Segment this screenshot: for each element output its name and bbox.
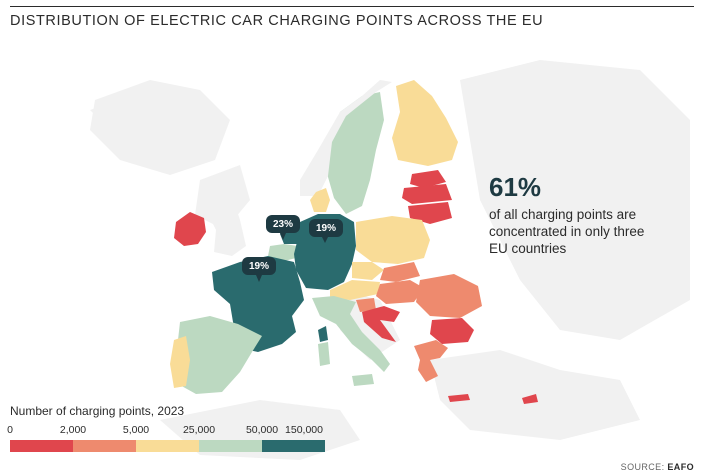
badge-germany: 19% bbox=[309, 219, 343, 243]
country-poland bbox=[356, 216, 430, 264]
legend-tick: 50,000 bbox=[245, 424, 279, 436]
country-cyprus bbox=[522, 394, 538, 404]
legend-tick: 150,000 bbox=[285, 424, 323, 436]
badge-netherlands: 23% bbox=[266, 215, 300, 240]
country-bulgaria bbox=[430, 318, 474, 344]
country-norway bbox=[300, 80, 392, 196]
badge-germany-label: 19% bbox=[316, 223, 336, 234]
chart-title: DISTRIBUTION OF ELECTRIC CAR CHARGING PO… bbox=[10, 13, 544, 29]
country-finland bbox=[392, 80, 458, 166]
top-rule bbox=[10, 6, 694, 7]
source-label: SOURCE: bbox=[620, 462, 665, 472]
country-spain bbox=[178, 316, 262, 394]
country-corsica bbox=[318, 326, 328, 342]
badge-france-label: 19% bbox=[249, 261, 269, 272]
country-hungary bbox=[376, 280, 424, 304]
legend-tick: 5,000 bbox=[122, 424, 150, 436]
country-sicily bbox=[352, 374, 374, 386]
source-value: EAFO bbox=[667, 462, 694, 472]
iceland-shape bbox=[90, 100, 140, 125]
country-slovenia bbox=[356, 298, 376, 312]
country-portugal bbox=[170, 336, 190, 388]
legend-swatch bbox=[10, 440, 73, 452]
legend-tick: 0 bbox=[7, 424, 13, 436]
legend-tick: 2,000 bbox=[59, 424, 87, 436]
highlight-text: of all charging points are concentrated … bbox=[489, 207, 645, 256]
legend-tick: 25,000 bbox=[182, 424, 216, 436]
country-ireland bbox=[174, 212, 206, 246]
highlight-callout: 61% of all charging points are concentra… bbox=[489, 172, 689, 257]
country-sweden bbox=[326, 92, 384, 214]
legend-title: Number of charging points, 2023 bbox=[10, 404, 185, 418]
country-czechia bbox=[352, 262, 384, 280]
country-greece bbox=[414, 340, 448, 382]
country-italy bbox=[312, 296, 390, 372]
country-uk bbox=[206, 178, 246, 256]
legend-swatch bbox=[199, 440, 262, 452]
legend-swatch bbox=[136, 440, 199, 452]
legend-color-bar bbox=[10, 440, 325, 452]
country-lithuania bbox=[408, 202, 452, 224]
legend-swatch bbox=[262, 440, 325, 452]
country-sardinia bbox=[318, 342, 330, 366]
country-belgium bbox=[268, 244, 298, 262]
country-slovakia bbox=[380, 262, 420, 282]
badge-france: 19% bbox=[242, 257, 276, 282]
country-austria bbox=[330, 280, 380, 300]
country-estonia bbox=[410, 170, 446, 188]
country-romania bbox=[416, 274, 482, 318]
country-latvia bbox=[402, 184, 452, 204]
legend-swatch bbox=[73, 440, 136, 452]
source-note: SOURCE: EAFO bbox=[621, 462, 694, 472]
country-denmark bbox=[310, 188, 330, 212]
highlight-value: 61% bbox=[489, 172, 542, 202]
badge-netherlands-label: 23% bbox=[273, 219, 293, 230]
country-croatia bbox=[362, 306, 400, 342]
country-crete bbox=[448, 394, 470, 402]
